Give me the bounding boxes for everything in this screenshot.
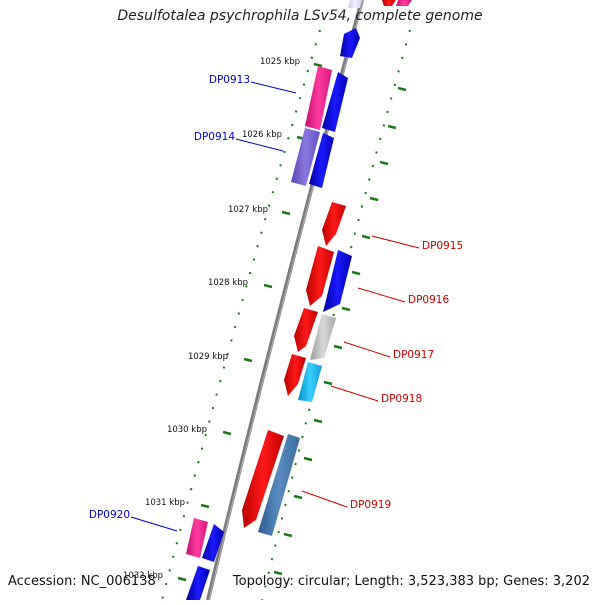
gene-feature-dp0918-partner[interactable] <box>298 362 322 402</box>
gene-feature-dp0918[interactable] <box>284 354 306 396</box>
minor-tick-mark <box>387 124 397 130</box>
minor-tick-mark <box>397 86 407 92</box>
gene-feature-top-pink[interactable] <box>396 0 412 6</box>
gene-feature-top-lavender[interactable] <box>348 0 362 8</box>
gene-label-dp0915[interactable]: DP0915 <box>422 240 463 252</box>
gene-callout-line <box>330 385 379 402</box>
gene-label-dp0916[interactable]: DP0916 <box>408 294 449 306</box>
tick-mark <box>243 357 253 363</box>
gene-feature-dp0916-partner[interactable] <box>323 250 352 312</box>
tick-label: 1026 kbp <box>242 130 282 140</box>
gene-feature-dp0915[interactable] <box>322 202 346 246</box>
minor-tick-mark <box>351 270 361 276</box>
gene-feature-dp0919-partner[interactable] <box>258 434 300 536</box>
topology-text: Topology: circular; Length: 3,523,383 bp… <box>232 574 590 589</box>
minor-tick-mark <box>313 418 323 424</box>
gene-label-dp0914[interactable]: DP0914 <box>194 131 235 143</box>
tick-mark <box>177 576 187 582</box>
minor-tick-mark <box>379 160 389 166</box>
gene-label-dp0917[interactable]: DP0917 <box>393 349 434 361</box>
genome-title: Desulfotalea psychrophila LSv54, complet… <box>117 8 483 24</box>
gene-feature-dp0920-partner[interactable] <box>202 524 224 562</box>
gene-feature-bottom-blue[interactable] <box>186 566 210 600</box>
gene-features <box>186 0 412 600</box>
minor-tick-mark <box>303 456 313 462</box>
tick-mark <box>200 503 210 509</box>
minor-tick-mark <box>283 532 293 538</box>
tick-label: 1032 kbp <box>123 571 163 581</box>
tick-mark <box>263 283 273 289</box>
tick-label: 1028 kbp <box>208 278 248 288</box>
gene-callout-line <box>235 138 284 152</box>
tick-mark <box>222 430 232 436</box>
minor-tick-mark <box>293 494 303 500</box>
minor-tick-mark <box>273 570 283 576</box>
tick-label: 1025 kbp <box>260 57 300 67</box>
gene-callout-line <box>357 287 406 303</box>
tick-label: 1031 kbp <box>145 498 185 508</box>
gene-label-dp0918[interactable]: DP0918 <box>381 393 422 405</box>
gene-feature-dp0914-partner[interactable] <box>309 133 334 188</box>
gene-callout-line <box>301 490 348 508</box>
gene-feature-dp0913-partner[interactable] <box>322 72 348 132</box>
gene-label-dp0919[interactable]: DP0919 <box>350 499 391 511</box>
gene-callouts: DP0913 DP0914 DP0915 DP0916 DP0917 DP0918 DP09… <box>89 74 463 532</box>
tick-label: 1027 kbp <box>228 205 268 215</box>
minor-tick-mark <box>341 306 351 312</box>
scale-ticks: 1025 kbp 1026 kbp 1027 kbp 1028 kbp 1029 kbp… <box>123 57 407 582</box>
minor-tick-mark <box>361 234 371 240</box>
tick-label: 1030 kbp <box>167 425 207 435</box>
gene-feature-dp0919[interactable] <box>242 430 284 528</box>
minor-tick-mark <box>369 196 379 202</box>
tick-mark <box>313 62 323 68</box>
gene-callout-line <box>343 341 391 358</box>
accession-text: Accession: NC_006138 <box>8 574 156 589</box>
inner-guide-track <box>161 29 321 601</box>
gene-feature-dp0914[interactable] <box>291 128 320 186</box>
minor-tick-mark <box>333 344 343 350</box>
gene-feature-dp0913[interactable] <box>305 66 332 130</box>
gene-feature-dp0916[interactable] <box>306 246 334 306</box>
tick-label: 1029 kbp <box>188 352 228 362</box>
gene-label-dp0913[interactable]: DP0913 <box>209 74 250 86</box>
gene-feature-dp0917-partner[interactable] <box>310 314 336 360</box>
gene-label-dp0920[interactable]: DP0920 <box>89 509 130 521</box>
gene-feature-dp0917[interactable] <box>294 308 318 352</box>
gene-callout-line <box>130 516 178 532</box>
gene-callout-line <box>250 81 297 94</box>
gene-feature-dp0920[interactable] <box>186 518 208 558</box>
gene-callout-line <box>371 235 420 249</box>
gene-feature-top-blue[interactable] <box>340 28 360 58</box>
tick-mark <box>281 210 291 216</box>
gene-feature-top-red[interactable] <box>382 0 396 6</box>
minor-tick-mark <box>323 380 333 386</box>
